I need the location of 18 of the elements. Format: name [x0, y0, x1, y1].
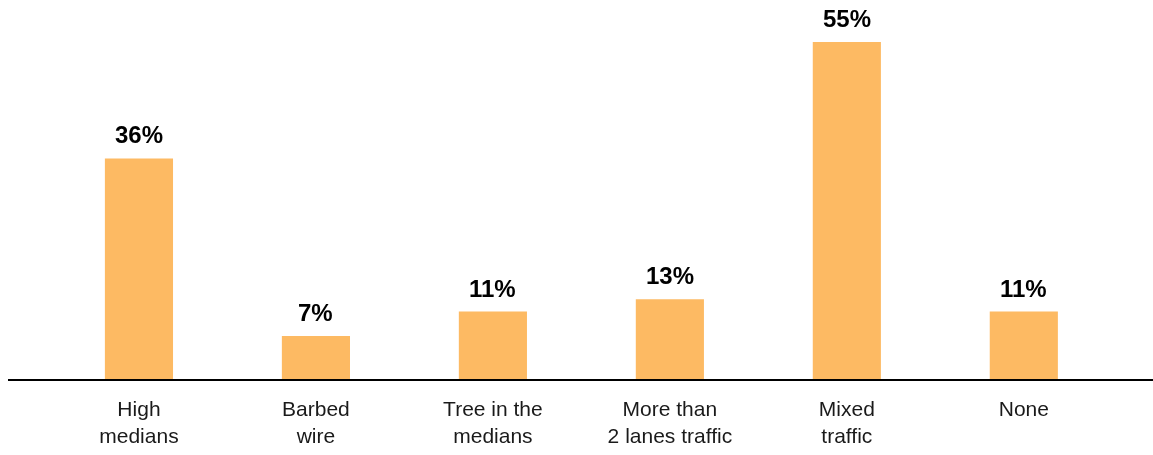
data-label: 13% [646, 262, 695, 289]
bar [989, 311, 1058, 379]
data-label: 55% [823, 5, 872, 32]
x-tick-label: High medians [99, 396, 179, 448]
x-tick-label: Tree in the medians [443, 396, 543, 448]
data-label: 11% [469, 275, 516, 302]
x-tick-label: Barbed wire [282, 396, 350, 448]
bar [104, 158, 174, 379]
bar [458, 311, 527, 379]
bar [812, 42, 881, 379]
data-label: 36% [115, 121, 164, 148]
bar [281, 336, 350, 379]
data-label: 7% [298, 299, 333, 326]
x-tick-label: More than 2 lanes traffic [607, 396, 733, 448]
data-label: 11% [1000, 275, 1047, 302]
bar [635, 299, 704, 379]
x-tick-label: Mixed traffic [818, 396, 875, 448]
x-tick-label: None [998, 396, 1049, 420]
